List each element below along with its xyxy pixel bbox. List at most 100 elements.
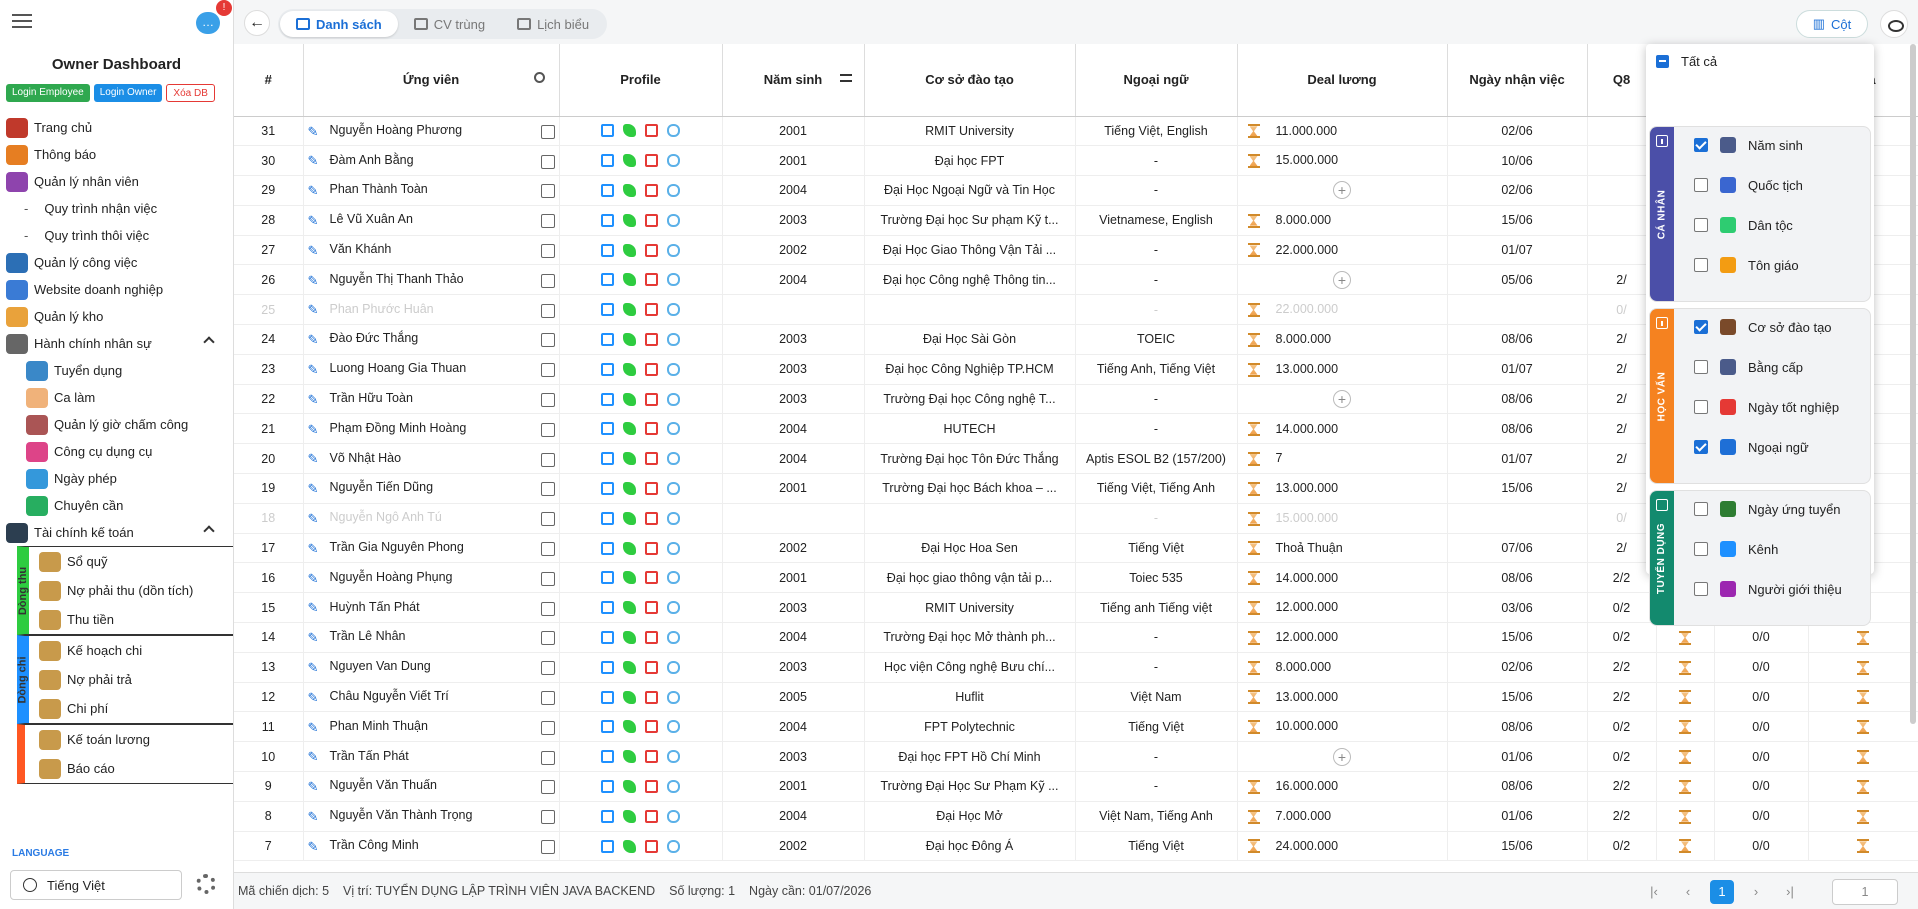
- candidate-name[interactable]: Nguyen Van Dung: [329, 659, 431, 674]
- note-icon[interactable]: [540, 571, 555, 586]
- deal-cell[interactable]: 8.000.000: [1237, 205, 1448, 236]
- sidebar-item[interactable]: Công cụ dụng cụ: [0, 438, 233, 465]
- menu-icon[interactable]: [12, 14, 32, 28]
- mail-icon[interactable]: [645, 690, 658, 704]
- link-icon[interactable]: [667, 422, 680, 436]
- candidate-name[interactable]: Đào Đức Thắng: [329, 331, 419, 346]
- deal-cell[interactable]: 15.000.000: [1237, 145, 1448, 177]
- edit-pen-icon[interactable]: ✎: [307, 421, 319, 437]
- col-header-year[interactable]: Năm sinh: [722, 44, 865, 117]
- column-option[interactable]: Năm sinh: [1694, 137, 1803, 153]
- search-icon[interactable]: [533, 72, 545, 83]
- edit-pen-icon[interactable]: ✎: [307, 779, 319, 795]
- table-row[interactable]: 8 ✎ Nguyễn Văn Thành Trọng 2004 Đại Học Mở Vi…: [234, 801, 1918, 832]
- link-icon[interactable]: [667, 481, 680, 495]
- deal-cell[interactable]: 12.000.000: [1237, 622, 1448, 653]
- cv-icon[interactable]: [601, 630, 614, 644]
- cv-icon[interactable]: [601, 332, 614, 346]
- column-option[interactable]: Ngoại ngữ: [1694, 439, 1809, 455]
- mail-icon[interactable]: [645, 720, 658, 734]
- note-icon[interactable]: [540, 661, 555, 676]
- cv-icon[interactable]: [601, 452, 614, 466]
- eye-icon[interactable]: [1880, 10, 1908, 38]
- candidate-name[interactable]: Nguyễn Hoàng Phụng: [329, 569, 453, 584]
- link-icon[interactable]: [667, 541, 680, 555]
- candidate-name[interactable]: Nguyễn Hoàng Phương: [329, 122, 463, 137]
- mail-icon[interactable]: [645, 601, 658, 615]
- mail-icon[interactable]: [645, 213, 658, 227]
- cv-icon[interactable]: [601, 124, 614, 138]
- cv-icon[interactable]: [601, 481, 614, 495]
- deal-cell[interactable]: 22.000.000: [1237, 294, 1448, 326]
- candidate-cell[interactable]: ✎ Nguyễn Văn Thuấn: [303, 771, 560, 802]
- add-icon[interactable]: +: [1333, 270, 1351, 289]
- link-icon[interactable]: [667, 511, 680, 525]
- candidate-name[interactable]: Phan Phước Huân: [329, 301, 434, 316]
- candidate-cell[interactable]: ✎ Trần Lê Nhân: [303, 622, 560, 653]
- candidate-cell[interactable]: ✎ Luong Hoang Gia Thuan: [303, 354, 560, 385]
- deal-cell[interactable]: 7: [1237, 443, 1448, 475]
- candidate-cell[interactable]: ✎ Trần Tấn Phát: [303, 741, 560, 773]
- candidate-name[interactable]: Châu Nguyễn Viết Trí: [329, 689, 449, 704]
- candidate-name[interactable]: Trần Lê Nhân: [329, 629, 406, 644]
- cv-icon[interactable]: [601, 571, 614, 585]
- note-icon[interactable]: [540, 780, 555, 795]
- table-row[interactable]: 17 ✎ Trần Gia Nguyên Phong 2002 Đại Học Hoa …: [234, 533, 1918, 564]
- column-checkbox[interactable]: [1694, 440, 1708, 454]
- deal-cell[interactable]: 11.000.000: [1237, 116, 1448, 147]
- deal-cell[interactable]: 22.000.000: [1237, 235, 1448, 266]
- login-employee-button[interactable]: Login Employee: [6, 84, 90, 102]
- column-option[interactable]: Ngày tốt nghiệp: [1694, 399, 1839, 415]
- edit-pen-icon[interactable]: ✎: [307, 361, 319, 377]
- candidate-cell[interactable]: ✎ Phạm Đồng Minh Hoàng: [303, 413, 560, 445]
- phone-icon[interactable]: [623, 839, 636, 853]
- sidebar-item[interactable]: Thu tiền: [25, 605, 233, 634]
- phone-icon[interactable]: [623, 511, 636, 525]
- cv-icon[interactable]: [601, 779, 614, 793]
- link-icon[interactable]: [667, 332, 680, 346]
- note-icon[interactable]: [540, 273, 555, 288]
- login-owner-button[interactable]: Login Owner: [93, 84, 163, 102]
- candidate-name[interactable]: Trần Tấn Phát: [329, 748, 409, 763]
- deal-cell[interactable]: 13.000.000: [1237, 354, 1448, 385]
- phone-icon[interactable]: [623, 422, 636, 436]
- col-header-candidate[interactable]: Ứng viên: [303, 44, 560, 117]
- note-icon[interactable]: [540, 184, 555, 199]
- link-icon[interactable]: [667, 809, 680, 823]
- candidate-name[interactable]: Nguyễn Tiến Dũng: [329, 480, 434, 495]
- sidebar-item[interactable]: Tài chính kế toán: [0, 519, 233, 546]
- mail-icon[interactable]: [645, 660, 658, 674]
- phone-icon[interactable]: [623, 303, 636, 317]
- table-row[interactable]: 11 ✎ Phan Minh Thuận 2004 FPT Polytechnic Tiế…: [234, 711, 1918, 743]
- candidate-cell[interactable]: ✎ Phan Thành Toàn: [303, 175, 560, 206]
- add-icon[interactable]: +: [1333, 390, 1351, 409]
- column-option[interactable]: Tôn giáo: [1694, 257, 1799, 273]
- note-icon[interactable]: [540, 363, 555, 378]
- select-all-checkbox[interactable]: [1656, 55, 1669, 68]
- sidebar-item[interactable]: Kế toán lương: [25, 725, 233, 754]
- phone-icon[interactable]: [623, 273, 636, 287]
- candidate-name[interactable]: Trần Công Minh: [329, 838, 419, 853]
- sidebar-item[interactable]: Tuyển dụng: [0, 357, 233, 384]
- mail-icon[interactable]: [645, 750, 658, 764]
- candidate-cell[interactable]: ✎ Đào Đức Thắng: [303, 324, 560, 355]
- edit-pen-icon[interactable]: ✎: [307, 600, 319, 616]
- link-icon[interactable]: [667, 124, 680, 138]
- column-checkbox[interactable]: [1694, 582, 1708, 596]
- note-icon[interactable]: [540, 601, 555, 616]
- edit-pen-icon[interactable]: ✎: [307, 242, 319, 258]
- note-icon[interactable]: [540, 214, 555, 229]
- mail-icon[interactable]: [645, 362, 658, 376]
- candidate-name[interactable]: Nguyễn Thị Thanh Thảo: [329, 271, 464, 286]
- sidebar-item[interactable]: Chi phí: [25, 694, 233, 723]
- link-icon[interactable]: [667, 154, 680, 168]
- note-icon[interactable]: [540, 631, 555, 646]
- edit-pen-icon[interactable]: ✎: [307, 510, 319, 526]
- mail-icon[interactable]: [645, 511, 658, 525]
- section-checkbox[interactable]: [1656, 135, 1668, 147]
- candidate-cell[interactable]: ✎ Nguyễn Hoàng Phương: [303, 116, 560, 147]
- mail-icon[interactable]: [645, 630, 658, 644]
- link-icon[interactable]: [667, 839, 680, 853]
- mail-icon[interactable]: [645, 243, 658, 257]
- column-option[interactable]: Dân tộc: [1694, 217, 1793, 233]
